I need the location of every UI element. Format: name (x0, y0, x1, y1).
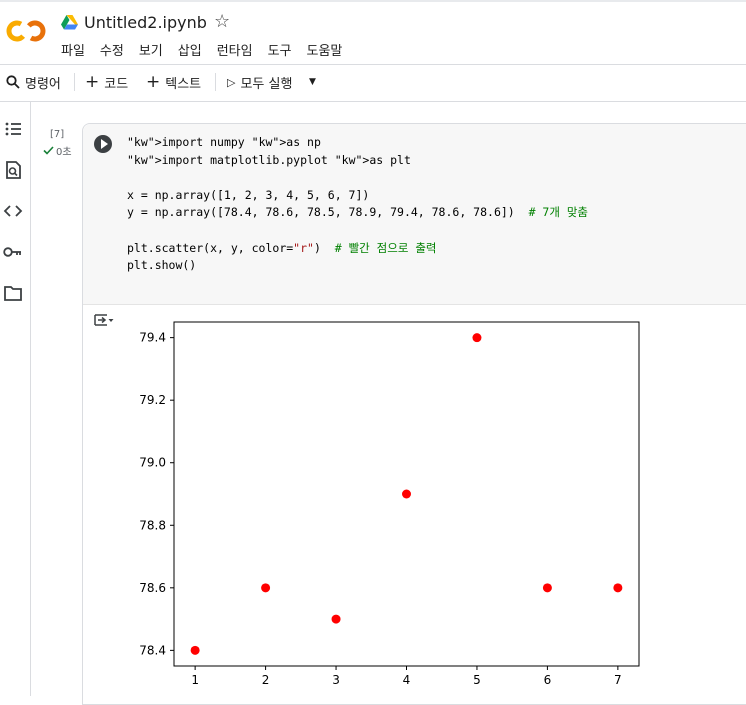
key-icon[interactable] (2, 241, 24, 263)
notebook-title[interactable]: Untitled2.ipynb (84, 13, 207, 32)
execution-count: [7] (50, 129, 65, 140)
play-icon: ▷ (227, 75, 236, 89)
y-tick-label: 79.2 (139, 393, 166, 407)
star-icon[interactable]: ☆ (214, 11, 231, 32)
commands-button[interactable]: 명령어 (6, 65, 61, 99)
data-point (402, 489, 411, 499)
execution-time: 0초 (56, 147, 72, 158)
execution-status: 0초 (43, 143, 72, 158)
x-tick-label: 6 (544, 673, 552, 687)
data-point (542, 583, 552, 593)
data-point (472, 333, 482, 343)
code-editor[interactable]: "kw">import numpy "kw">as np "kw">import… (83, 124, 746, 305)
add-code-label: 코드 (104, 76, 129, 92)
menu-tools[interactable]: 도구 (267, 44, 292, 59)
toolbar-divider (215, 73, 216, 91)
folder-icon[interactable] (2, 282, 24, 304)
y-tick-label: 78.4 (139, 643, 166, 657)
add-text-button[interactable]: + 텍스트 (146, 65, 201, 99)
menu-runtime[interactable]: 런타임 (216, 44, 253, 59)
menu-help[interactable]: 도움말 (306, 44, 343, 59)
x-tick-label: 4 (403, 673, 411, 687)
x-tick-label: 5 (473, 673, 481, 687)
menu-insert[interactable]: 삽입 (177, 44, 202, 59)
x-tick-label: 3 (332, 673, 340, 687)
x-tick-label: 2 (262, 673, 270, 687)
colab-logo[interactable] (6, 17, 46, 45)
y-tick-label: 78.8 (139, 518, 166, 532)
caret-down-icon: ▼ (309, 77, 316, 87)
y-tick-label: 79.0 (139, 456, 166, 470)
add-text-label: 텍스트 (165, 76, 202, 92)
add-code-button[interactable]: + 코드 (85, 65, 128, 99)
notebook-header: Untitled2.ipynb ☆ 파일 수정 보기 삽입 런타임 도구 도움말 (0, 0, 746, 65)
commands-label: 명령어 (25, 76, 61, 92)
menu-view[interactable]: 보기 (138, 44, 163, 59)
run-all-dropdown[interactable]: ▼ (309, 65, 316, 99)
data-point (331, 614, 341, 624)
google-drive-icon (61, 15, 78, 30)
top-divider (0, 0, 746, 2)
code-cell[interactable]: "kw">import numpy "kw">as np "kw">import… (82, 123, 746, 705)
toolbar-divider (74, 73, 75, 91)
run-all-button[interactable]: ▷ 모두 실행 (227, 65, 292, 99)
search-icon (6, 75, 20, 89)
output-actions-icon[interactable] (93, 312, 115, 328)
data-point (613, 583, 623, 593)
scatter-plot: 1 2 3 4 5 6 7 78.4 78.6 78.8 79.0 79.2 79.4 (139, 321, 640, 687)
table-of-contents-icon[interactable] (2, 118, 24, 140)
code-snippets-icon[interactable] (2, 200, 24, 222)
y-tick-label: 79.4 (139, 331, 166, 345)
menu-bar: 파일 수정 보기 삽입 런타임 도구 도움말 (61, 40, 357, 59)
y-tick-label: 78.6 (139, 581, 166, 595)
find-document-icon[interactable] (2, 159, 24, 181)
plus-icon: + (85, 71, 100, 92)
run-all-label: 모두 실행 (240, 76, 293, 92)
menu-edit[interactable]: 수정 (99, 44, 124, 59)
data-point (261, 583, 271, 593)
run-cell-button[interactable] (94, 135, 112, 153)
data-point (190, 645, 200, 655)
toolbar: 명령어 + 코드 + 텍스트 ▷ 모두 실행 ▼ (0, 65, 746, 102)
menu-file[interactable]: 파일 (61, 44, 85, 59)
x-tick-label: 1 (191, 673, 199, 687)
x-tick-label: 7 (614, 673, 622, 687)
plus-icon: + (146, 71, 161, 92)
code-text[interactable]: "kw">import numpy "kw">as np "kw">import… (127, 135, 589, 273)
checkmark-icon (43, 146, 54, 155)
left-rail (0, 102, 31, 696)
